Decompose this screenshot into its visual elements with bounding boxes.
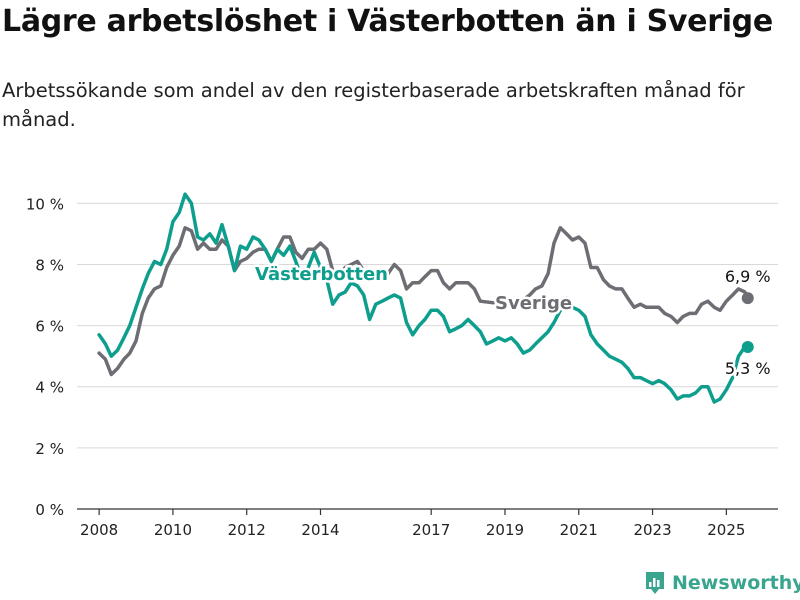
chart-subtitle: Arbetssökande som andel av den registerb… [2,79,745,131]
end-label-vasterbotten: 5,3 % [725,359,771,378]
end-label-sverige: 6,9 % [725,267,771,286]
newsworthy-logo-icon [646,572,664,594]
series-label-vasterbotten: Västerbotten [255,264,388,285]
y-tick-label: 10 % [26,195,64,213]
y-tick-label: 8 % [35,256,64,274]
x-tick-label: 2023 [633,521,671,539]
gridlines [77,202,778,510]
y-tick-label: 2 % [35,440,64,458]
axes: 0 % 2 % 4 % 6 % 8 % 10 % 2008 2010 2012 2014 2017 2… [26,195,778,539]
series-label-sverige: Sverige [495,293,572,314]
x-tick-label: 2008 [80,521,118,539]
x-tick-label: 2025 [707,521,745,539]
y-tick-label: 4 % [35,379,64,397]
x-tick-label: 2010 [154,521,192,539]
end-point-sverige [741,292,754,305]
x-tick-label: 2021 [560,521,598,539]
series-labels: Västerbotten Sverige 6,9 % 5,3 % [253,262,774,381]
x-tick-label: 2019 [486,521,524,539]
series-line-vasterbotten [97,192,750,404]
x-tick-label: 2014 [301,521,339,539]
brand-logo: Newsworthy [644,568,800,598]
end-point-vasterbotten [741,341,754,353]
chart-title: Lägre arbetslöshet i Västerbotten än i S… [2,4,773,39]
x-tick-label: 2012 [228,521,266,539]
y-tick-label: 0 % [35,501,64,519]
x-tick-label: 2017 [412,521,450,539]
y-tick-label: 6 % [35,318,64,336]
brand-name: Newsworthy [672,572,800,594]
series-line-sverige [97,226,750,377]
series-lines [97,192,754,404]
